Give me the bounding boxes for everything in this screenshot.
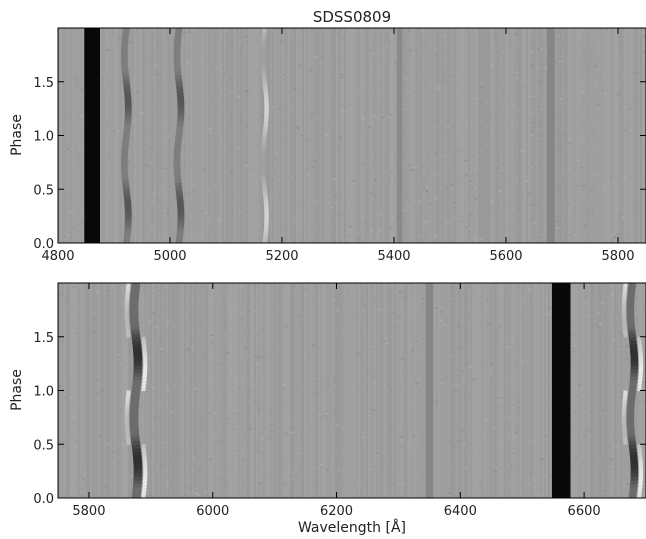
x-tick-label: 6400 [444, 504, 477, 519]
y-tick-label: 0.0 [33, 492, 54, 507]
noise-texture [58, 28, 646, 243]
x-tick-label: 5800 [601, 249, 634, 264]
spectral-line-5016 [173, 28, 185, 243]
x-tick-label: 6200 [320, 504, 353, 519]
noise-speckle [58, 28, 646, 243]
bottom-panel: 5800 6000 6200 6400 6600 0.0 0.5 1.0 1.5 [33, 282, 646, 519]
x-tick-label: 5000 [153, 249, 186, 264]
x-axis-label: Wavelength [Å] [298, 519, 406, 536]
y-tick-label: 1.5 [33, 331, 54, 346]
spectral-line-5169 [260, 28, 269, 243]
top-panel: 4800 5000 5200 5400 5600 5800 0.0 0.5 1.0 1.5 [33, 27, 646, 264]
spectral-line-5876 [124, 283, 148, 498]
y-tick-label: 1.5 [33, 76, 54, 91]
y-tick-label: 0.5 [33, 438, 54, 453]
x-tick-label: 5800 [72, 504, 105, 519]
top-y-axis-label: Phase [9, 114, 25, 156]
y-tick-label: 0.0 [33, 237, 54, 252]
spectral-line-6350 [425, 283, 434, 498]
x-tick-label: 5200 [265, 249, 298, 264]
x-tick-label: 5400 [377, 249, 410, 264]
spectral-line-5680 [546, 28, 555, 243]
spectral-line-4922 [120, 28, 132, 243]
spectral-line-5410 [396, 28, 403, 243]
spectral-line-6563 [551, 283, 571, 498]
x-tick-label: 6000 [196, 504, 229, 519]
spectral-line-4861 [84, 28, 100, 243]
bottom-y-axis-label: Phase [9, 369, 25, 411]
spectral-line-6678 [621, 283, 644, 498]
spectrogram-image [58, 283, 646, 498]
x-tick-label: 4800 [41, 249, 74, 264]
spectrogram-image [58, 28, 646, 243]
chart-title: SDSS0809 [313, 8, 391, 26]
y-tick-label: 1.0 [33, 130, 54, 145]
y-tick-label: 1.0 [33, 385, 54, 400]
x-tick-label: 5600 [489, 249, 522, 264]
y-tick-label: 0.5 [33, 183, 54, 198]
x-tick-label: 6600 [568, 504, 601, 519]
